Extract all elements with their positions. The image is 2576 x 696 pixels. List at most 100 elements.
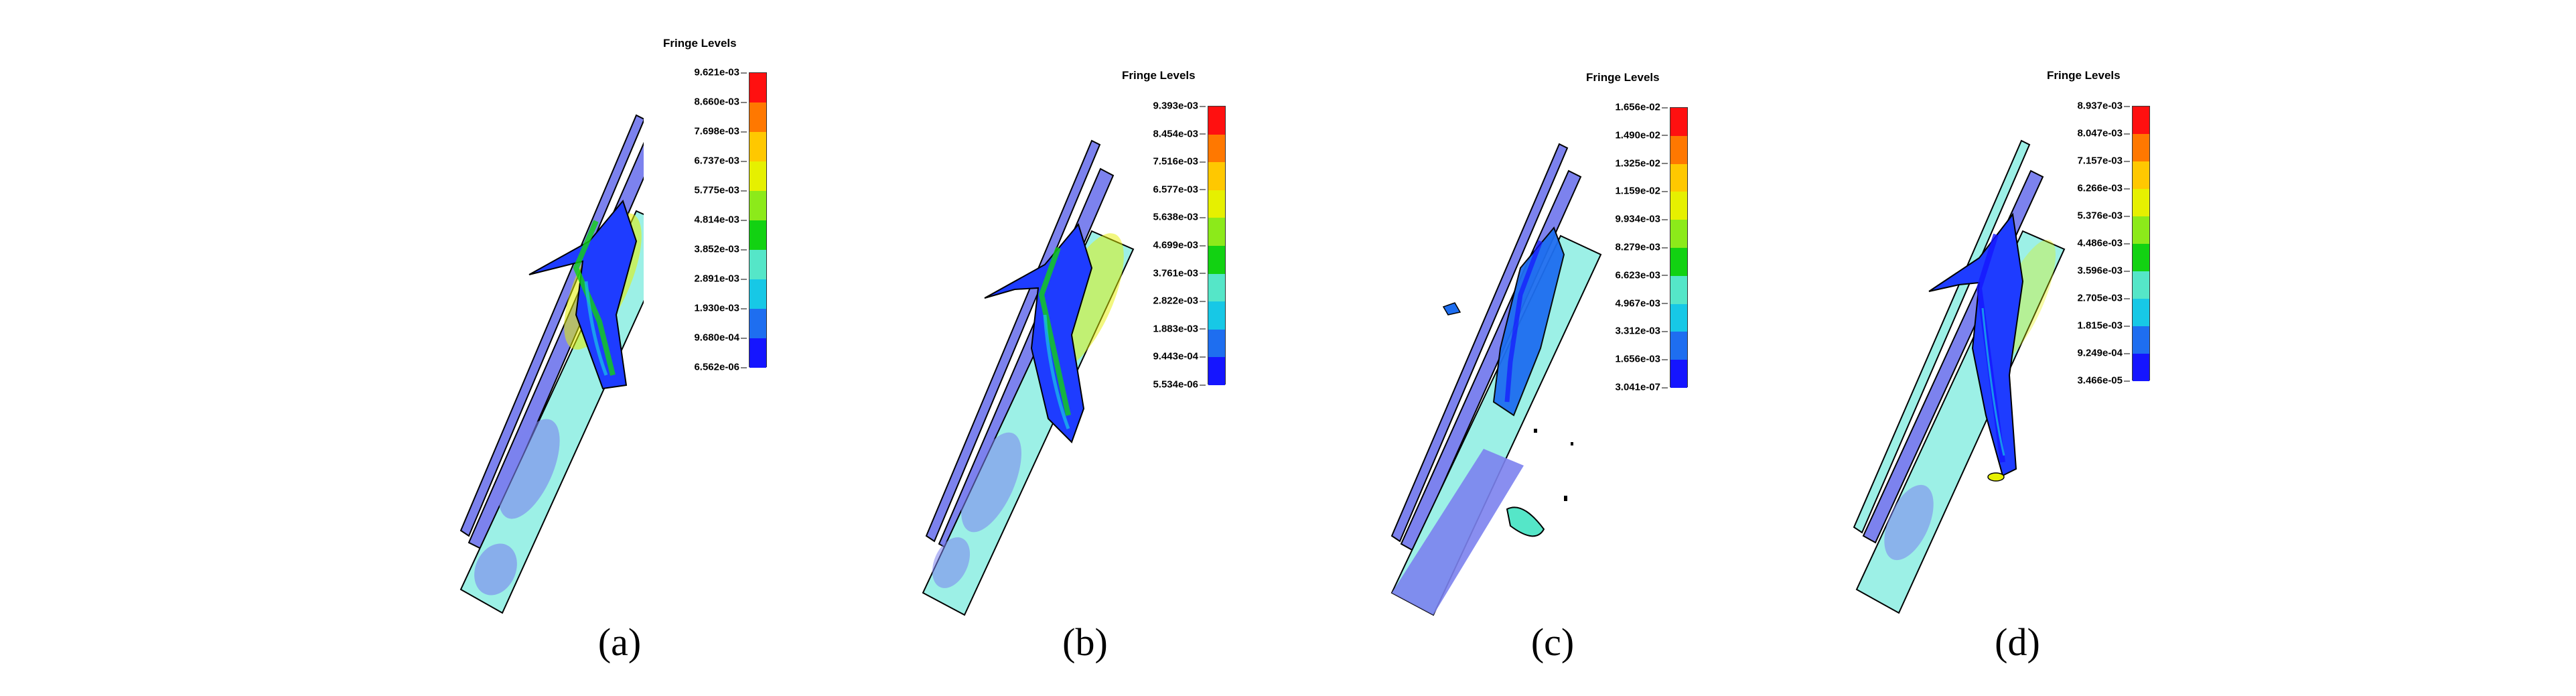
legend-a: 9.621e-03 8.660e-03 7.698e-03 6.737e-03 5.77… xyxy=(646,67,767,373)
panel-b: Fringe Levels 9.393e-03 8.454e-03 7.516e-0… xyxy=(0,0,1226,696)
legend-level-label: 2.705e-03 xyxy=(2077,293,2130,304)
legend-color-segment xyxy=(2133,134,2149,161)
legend-level-label: 5.534e-06 xyxy=(1153,379,1206,391)
legend-level-label: 5.376e-03 xyxy=(2077,210,2130,222)
legend-bar-c xyxy=(1670,107,1688,388)
legend-color-segment xyxy=(2133,161,2149,189)
legend-color-segment xyxy=(2133,189,2149,216)
legend-level-label: 1.656e-02 xyxy=(1615,102,1668,113)
fragment-c xyxy=(1442,302,1461,316)
legend-level-label: 8.660e-03 xyxy=(694,96,747,108)
legend-color-segment xyxy=(1208,107,1225,135)
legend-color-segment xyxy=(1670,247,1687,276)
legend-color-segment xyxy=(1670,332,1687,360)
legend-title-c: Fringe Levels xyxy=(1586,71,1660,84)
legend-level-label: 7.157e-03 xyxy=(2077,155,2130,167)
tip-d xyxy=(1987,472,2005,482)
thin-plate-d xyxy=(1853,139,2031,534)
legend-c: 1.656e-02 1.490e-02 1.325e-02 1.159e-02 9.93… xyxy=(1567,102,1688,393)
legend-level-label: 9.680e-04 xyxy=(694,332,747,344)
legend-level-label: 9.934e-03 xyxy=(1615,214,1668,225)
legend-color-segment xyxy=(749,102,766,132)
legend-level-label: 1.159e-02 xyxy=(1615,186,1668,197)
legend-color-segment xyxy=(1670,275,1687,304)
legend-level-label: 3.761e-03 xyxy=(1153,267,1206,279)
legend-level-label: 7.698e-03 xyxy=(694,126,747,137)
legend-bar-b xyxy=(1208,106,1226,385)
legend-level-label: 6.266e-03 xyxy=(2077,183,2130,194)
legend-color-segment xyxy=(749,220,766,250)
panel-c: Fringe Levels 1.656e-02 1.490e-02 1.325e-0… xyxy=(0,0,1688,696)
legend-color-segment xyxy=(749,132,766,161)
legend-level-label: 3.852e-03 xyxy=(694,244,747,255)
legend-color-segment xyxy=(1670,163,1687,192)
legend-color-segment xyxy=(749,279,766,309)
fringe-plot-a xyxy=(459,114,644,614)
legend-color-segment xyxy=(1208,357,1225,385)
legend-title-b: Fringe Levels xyxy=(1122,69,1196,82)
thin-plate-b xyxy=(925,139,1101,543)
caption-c: (c) xyxy=(1530,620,1575,664)
legend-level-label: 9.249e-04 xyxy=(2077,348,2130,359)
penetrator-d xyxy=(1928,212,2024,477)
legend-level-label: 4.699e-03 xyxy=(1153,240,1206,251)
debris-c xyxy=(1506,506,1545,537)
thin-plate-c xyxy=(1390,143,1569,543)
legend-bar-a xyxy=(749,72,767,368)
legend-level-label: 8.937e-03 xyxy=(2077,100,2130,112)
legend-level-label: 3.596e-03 xyxy=(2077,265,2130,277)
legend-color-segment xyxy=(749,250,766,279)
penetrator-a xyxy=(528,199,638,390)
legend-color-segment xyxy=(1208,329,1225,358)
legend-level-label: 1.815e-03 xyxy=(2077,320,2130,332)
legend-level-label: 4.967e-03 xyxy=(1615,297,1668,309)
legend-color-segment xyxy=(1670,135,1687,164)
legend-level-label: 3.312e-03 xyxy=(1615,326,1668,337)
legend-color-segment xyxy=(2133,299,2149,326)
legend-b: 9.393e-03 8.454e-03 7.516e-03 6.577e-03 5.63… xyxy=(1105,100,1226,391)
legend-color-segment xyxy=(2133,326,2149,354)
legend-color-segment xyxy=(1670,303,1687,332)
legend-color-segment xyxy=(2133,271,2149,299)
legend-level-label: 5.775e-03 xyxy=(694,185,747,196)
legend-level-label: 1.656e-03 xyxy=(1615,354,1668,365)
legend-color-segment xyxy=(1670,220,1687,248)
legend-level-label: 9.621e-03 xyxy=(694,67,747,78)
legend-bar-d xyxy=(2132,106,2150,381)
legend-level-label: 2.822e-03 xyxy=(1153,295,1206,307)
legend-level-label: 3.466e-05 xyxy=(2077,375,2130,387)
legend-level-label: 1.325e-02 xyxy=(1615,157,1668,169)
penetrator-b xyxy=(984,222,1093,443)
caption-d: (d) xyxy=(1995,620,2040,664)
legend-level-label: 1.883e-03 xyxy=(1153,323,1206,334)
legend-level-label: 7.516e-03 xyxy=(1153,156,1206,167)
legend-color-segment xyxy=(2133,107,2149,134)
legend-level-label: 8.047e-03 xyxy=(2077,128,2130,139)
legend-color-segment xyxy=(1208,301,1225,330)
legend-level-label: 1.490e-02 xyxy=(1615,129,1668,141)
legend-color-segment xyxy=(1208,218,1225,246)
legend-level-label: 9.393e-03 xyxy=(1153,100,1206,112)
legend-color-segment xyxy=(749,161,766,191)
legend-color-segment xyxy=(1670,192,1687,220)
legend-color-segment xyxy=(749,191,766,220)
legend-level-label: 3.041e-07 xyxy=(1615,382,1668,393)
legend-color-segment xyxy=(1208,245,1225,274)
thin-plate-a xyxy=(459,114,644,537)
legend-title-d: Fringe Levels xyxy=(2047,69,2121,82)
legend-level-label: 1.930e-03 xyxy=(694,303,747,314)
legend-color-segment xyxy=(749,309,766,338)
panel-a: Fringe Levels 9.621e-03 8.660e-03 7.698e-0… xyxy=(0,0,767,696)
legend-color-segment xyxy=(1208,273,1225,302)
caption-a: (a) xyxy=(597,620,642,664)
legend-color-segment xyxy=(2133,244,2149,271)
legend-level-label: 4.486e-03 xyxy=(2077,238,2130,249)
legend-level-label: 8.454e-03 xyxy=(1153,128,1206,139)
legend-level-label: 5.638e-03 xyxy=(1153,212,1206,223)
legend-level-label: 6.577e-03 xyxy=(1153,184,1206,195)
legend-level-label: 6.737e-03 xyxy=(694,155,747,167)
legend-color-segment xyxy=(749,338,766,368)
